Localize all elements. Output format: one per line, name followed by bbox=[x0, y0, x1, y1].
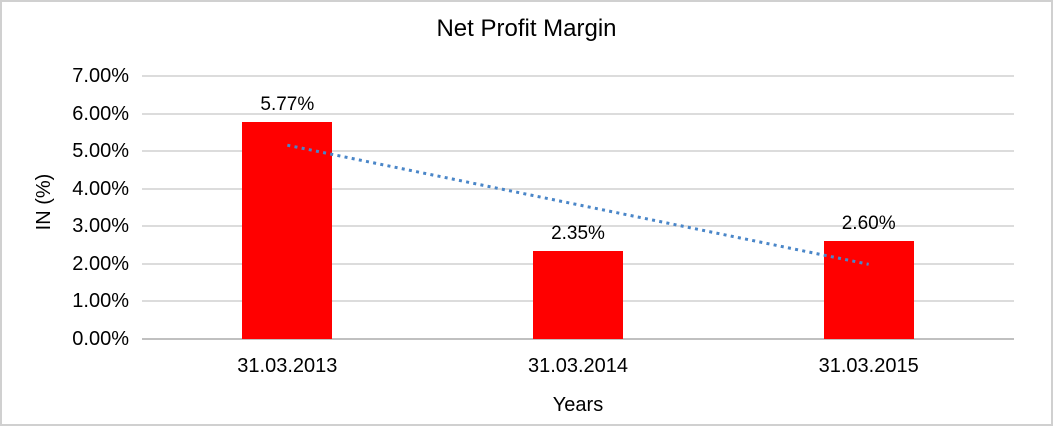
x-tick-label: 31.03.2014 bbox=[527, 355, 629, 377]
y-tick-label: 7.00% bbox=[72, 65, 129, 87]
y-tick-label: 6.00% bbox=[72, 102, 129, 125]
x-tick-label: 31.03.2013 bbox=[237, 355, 338, 377]
y-tick-label: 5.00% bbox=[72, 140, 129, 163]
x-axis-line bbox=[142, 338, 1014, 340]
y-tick-label: 0.00% bbox=[72, 328, 129, 350]
y-tick-label: 2.00% bbox=[72, 252, 129, 275]
y-tick-label: 1.00% bbox=[72, 290, 129, 313]
y-tick-label: 4.00% bbox=[72, 177, 129, 200]
bar-data-label: 5.77% bbox=[260, 94, 315, 116]
y-axis-tick-labels: 0.00% 1.00% 2.00% 3.00% 4.00% 5.00% 6.00% 7.00% bbox=[2, 2, 129, 424]
plot-area: 5.77% 2.35% 2.60% bbox=[142, 75, 1014, 340]
gridline bbox=[142, 75, 1014, 77]
x-axis-title: Years bbox=[552, 394, 604, 416]
gridline bbox=[142, 112, 1014, 115]
chart-title: Net Profit Margin bbox=[436, 15, 617, 42]
y-tick-label: 3.00% bbox=[72, 215, 129, 238]
x-tick-label: 31.03.2015 bbox=[818, 355, 919, 377]
